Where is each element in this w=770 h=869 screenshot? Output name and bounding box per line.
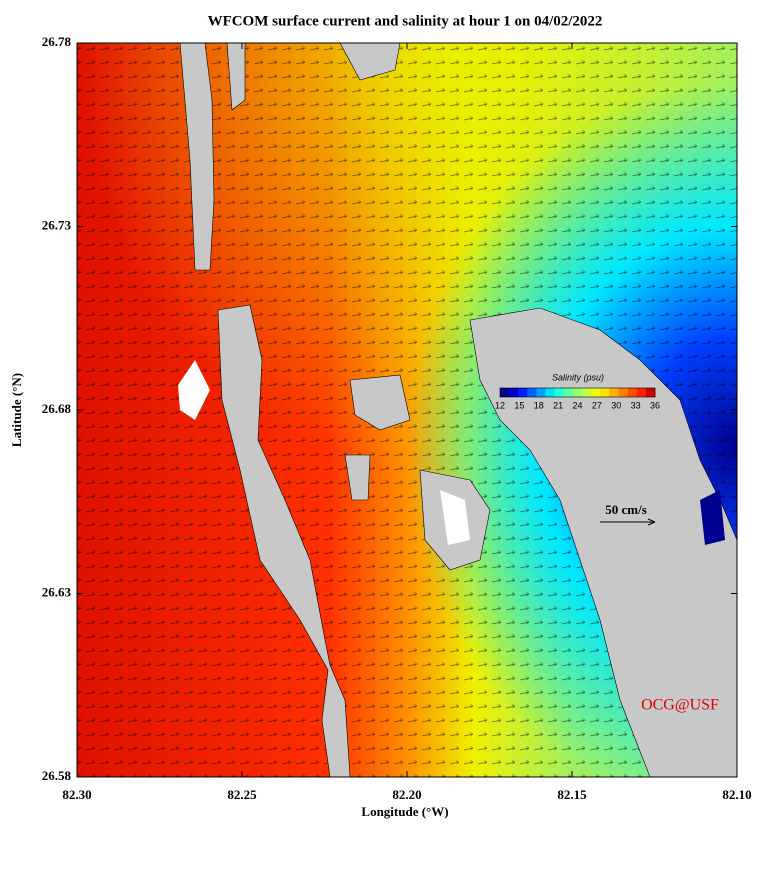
y-tick-label: 26.68 (42, 401, 72, 416)
colorbar-cell (536, 388, 546, 397)
y-tick-label: 26.63 (42, 584, 72, 599)
credit: OCG@USF (641, 697, 719, 714)
colorbar-cell (582, 388, 592, 397)
colorbar-tick-label: 24 (572, 400, 582, 410)
colorbar-cell (500, 388, 510, 397)
x-tick-label: 82.25 (227, 787, 257, 802)
x-tick-label: 82.20 (392, 787, 421, 802)
scale-arrow-head (647, 518, 656, 526)
x-tick-label: 82.30 (62, 787, 91, 802)
colorbar-tick-label: 30 (611, 400, 621, 410)
salinity-field (77, 43, 737, 777)
colorbar-tick-label: 18 (534, 400, 544, 410)
colorbar-cell (527, 388, 537, 397)
y-axis-label: Latitude (°N) (9, 373, 24, 447)
colorbar-cell (645, 388, 656, 397)
colorbar-tick-label: 33 (631, 400, 641, 410)
y-tick-label: 26.73 (42, 217, 72, 232)
colorbar-cell (572, 388, 583, 397)
y-tick-label: 26.78 (42, 34, 72, 49)
colorbar-title: Salinity (psu) (552, 372, 604, 382)
dry-land (178, 360, 725, 545)
colorbar-cell (609, 388, 619, 397)
colorbar-cell (600, 388, 610, 397)
colorbar-frame (499, 387, 656, 398)
colorbar-tick-label: 12 (495, 400, 505, 410)
x-tick-label: 82.15 (557, 787, 587, 802)
land (179, 43, 737, 777)
colorbar-cell (545, 388, 556, 397)
colorbar-tick-label: 27 (592, 400, 602, 410)
colorbar-tick-label: 15 (514, 400, 524, 410)
scale-label: 50 cm/s (605, 502, 647, 517)
colorbar-cell (509, 388, 519, 397)
x-tick-label: 82.10 (722, 787, 751, 802)
map-title: WFCOM surface current and salinity at ho… (208, 13, 603, 29)
colorbar-cell (554, 388, 565, 397)
colorbar-cell (518, 388, 528, 397)
colorbar-cell (591, 388, 601, 397)
colorbar-tick-label: 36 (650, 400, 660, 410)
colorbar-tick-label: 21 (553, 400, 563, 410)
colorbar-cell (618, 388, 628, 397)
y-tick-label: 26.58 (42, 768, 72, 783)
colorbar-cell (627, 388, 638, 397)
colorbar-cell (636, 388, 647, 397)
colorbar-cell (563, 388, 574, 397)
x-axis-label: Longitude (°W) (361, 804, 448, 819)
